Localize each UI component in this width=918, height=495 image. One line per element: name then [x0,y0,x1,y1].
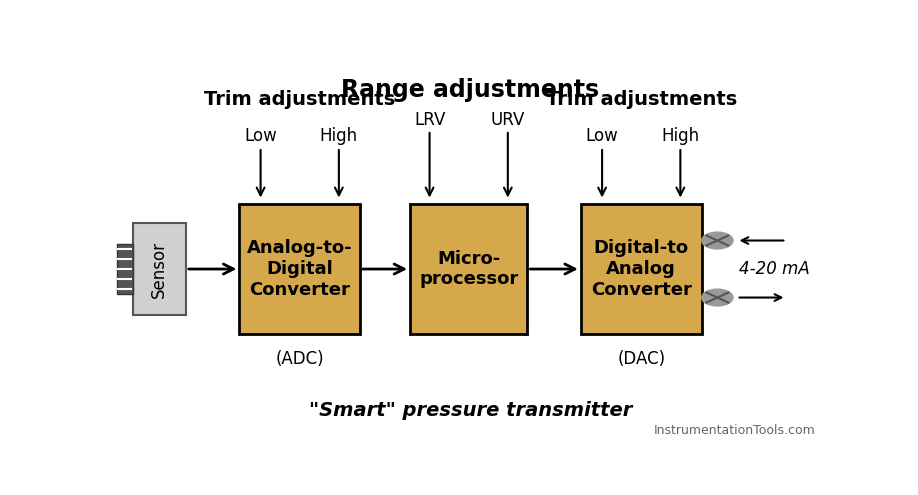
Text: High: High [661,127,700,145]
FancyBboxPatch shape [117,244,132,294]
Text: 4-20 mA: 4-20 mA [739,260,810,278]
FancyBboxPatch shape [581,204,701,334]
Text: Trim adjustments: Trim adjustments [204,90,396,109]
Text: Sensor: Sensor [151,241,168,297]
Text: Range adjustments: Range adjustments [341,78,599,102]
Text: Trim adjustments: Trim adjustments [545,90,737,109]
Text: Low: Low [244,127,277,145]
Circle shape [701,289,733,306]
Text: "Smart" pressure transmitter: "Smart" pressure transmitter [308,400,633,420]
FancyBboxPatch shape [410,204,528,334]
Text: Analog-to-
Digital
Converter: Analog-to- Digital Converter [247,239,353,299]
Text: High: High [319,127,358,145]
Text: (ADC): (ADC) [275,349,324,368]
FancyBboxPatch shape [132,223,186,315]
Text: Micro-
processor: Micro- processor [420,249,519,289]
Text: URV: URV [490,111,525,129]
Text: Digital-to
Analog
Converter: Digital-to Analog Converter [591,239,691,299]
Text: InstrumentationTools.com: InstrumentationTools.com [654,424,815,437]
Text: LRV: LRV [414,111,445,129]
FancyBboxPatch shape [240,204,360,334]
Circle shape [701,232,733,249]
Text: (DAC): (DAC) [617,349,666,368]
Text: Low: Low [586,127,619,145]
